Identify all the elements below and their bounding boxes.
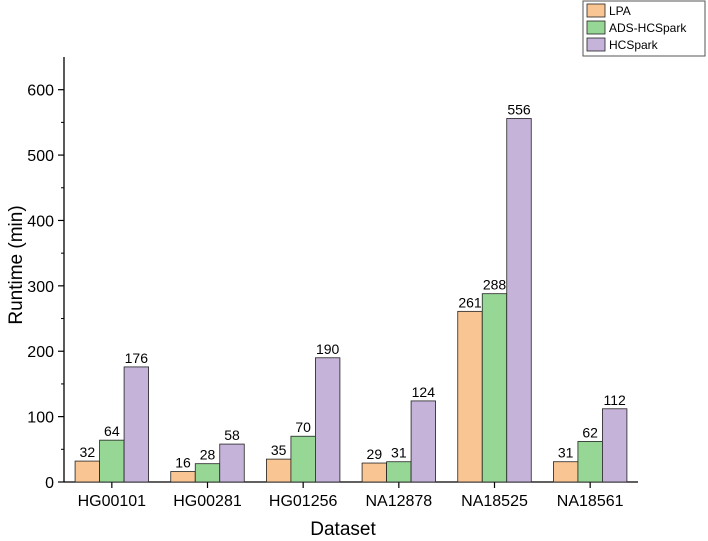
bar-ads-hcspark [481,293,508,483]
legend-label: HCSpark [609,38,659,52]
x-tick-label: NA18525 [461,493,528,510]
bar-value-label: 261 [458,294,482,310]
bar-value-label: 70 [295,419,311,435]
bar-value-label: 62 [582,424,598,440]
legend-swatch [586,37,606,52]
legend-swatch [586,20,606,35]
x-axis-label: Dataset [310,519,376,540]
bar-value-label: 32 [80,444,96,460]
legend-label: LPA [609,4,631,18]
bar-value-label: 58 [224,427,240,443]
bar-value-label: 556 [507,101,531,117]
y-tick-label: 100 [27,410,54,427]
plot-area: 0 100 200 300 400 500 600 HG00101 32 64 176 HG00281… [27,57,638,510]
legend: LPA ADS-HCSpark HCSpark [582,0,706,57]
bar-ads-hcspark [194,463,221,483]
bar-lpa [361,462,387,483]
bar-ads-hcspark [386,461,412,483]
bar-ads-hcspark [99,439,125,483]
y-axis-label: Runtime (min) [6,205,27,324]
bar-hcspark [506,118,532,483]
bar-value-label: 64 [104,423,120,439]
bar-value-label: 190 [316,341,340,357]
bar-lpa [266,458,292,483]
legend-label: ADS-HCSpark [609,21,687,35]
bar-hcspark [410,400,436,483]
bar-value-label: 16 [175,455,191,471]
y-tick-label: 300 [27,279,54,296]
bar-lpa [74,460,100,483]
y-tick-label: 500 [27,148,54,165]
x-tick-label: NA18561 [557,493,624,510]
x-tick-label: HG00281 [173,493,242,510]
bar-value-label: 35 [271,442,287,458]
bar-value-label: 29 [367,446,383,462]
legend-swatch [586,3,606,18]
bar-ads-hcspark [577,441,603,483]
bar-hcspark [602,408,628,483]
bar-ads-hcspark [290,435,316,483]
bar-value-label: 288 [483,277,507,293]
y-tick-label: 600 [27,83,54,100]
y-tick-label: 0 [45,475,54,492]
bar-value-label: 31 [558,445,574,461]
y-tick-label: 200 [27,344,54,361]
y-tick-label: 400 [27,213,54,230]
bar-value-label: 28 [200,447,216,463]
x-tick-label: NA12878 [365,493,432,510]
bar-lpa [170,471,196,483]
bar-hcspark [219,443,245,483]
bar-value-label: 31 [391,445,407,461]
bar-value-label: 176 [125,350,149,366]
x-tick-label: HG01256 [269,493,338,510]
x-tick-label: HG00101 [78,493,147,510]
bar-hcspark [315,357,341,483]
bar-value-label: 124 [412,384,436,400]
bar-lpa [553,461,579,483]
bar-lpa [457,310,483,483]
bar-hcspark [123,366,149,483]
bar-value-label: 112 [604,392,627,408]
